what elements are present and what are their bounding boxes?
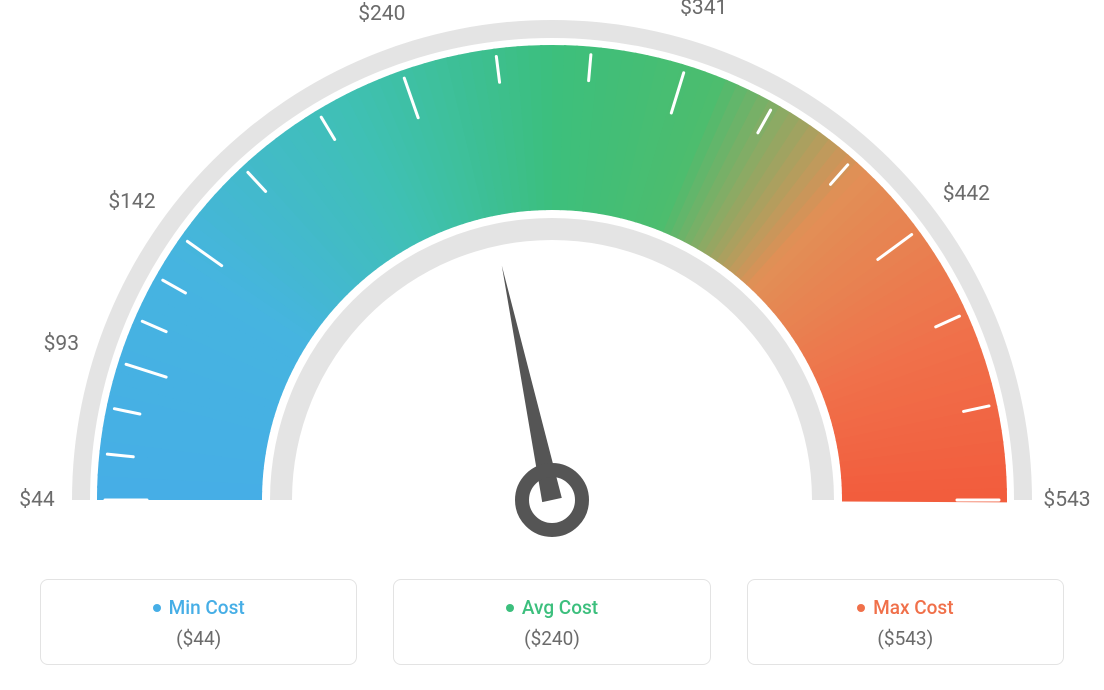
legend-card-avg: Avg Cost ($240) xyxy=(393,579,710,665)
legend-value-max: ($543) xyxy=(768,627,1043,650)
legend-card-min: Min Cost ($44) xyxy=(40,579,357,665)
legend-value-avg: ($240) xyxy=(414,627,689,650)
legend-title-max: Max Cost xyxy=(873,596,953,619)
legend-title-avg: Avg Cost xyxy=(522,596,598,619)
gauge-tick-label: $341 xyxy=(680,0,727,20)
gauge-tick-label: $240 xyxy=(358,2,405,26)
legend-card-max: Max Cost ($543) xyxy=(747,579,1064,665)
gauge-tick-label: $442 xyxy=(943,182,990,206)
gauge-tick-label: $44 xyxy=(19,488,54,512)
legend-dot-min xyxy=(153,604,161,612)
gauge-tick-label: $142 xyxy=(108,190,155,214)
cost-gauge: $44 $93 $142 $240 $341 $442 $543 xyxy=(0,0,1104,550)
legend-row: Min Cost ($44) Avg Cost ($240) Max Cost … xyxy=(0,579,1104,665)
legend-dot-max xyxy=(857,604,865,612)
legend-value-min: ($44) xyxy=(61,627,336,650)
gauge-tick-label: $93 xyxy=(44,332,79,356)
legend-dot-avg xyxy=(506,604,514,612)
gauge-tick-label: $543 xyxy=(1043,488,1090,512)
legend-title-min: Min Cost xyxy=(169,596,245,619)
gauge-svg xyxy=(0,0,1104,550)
